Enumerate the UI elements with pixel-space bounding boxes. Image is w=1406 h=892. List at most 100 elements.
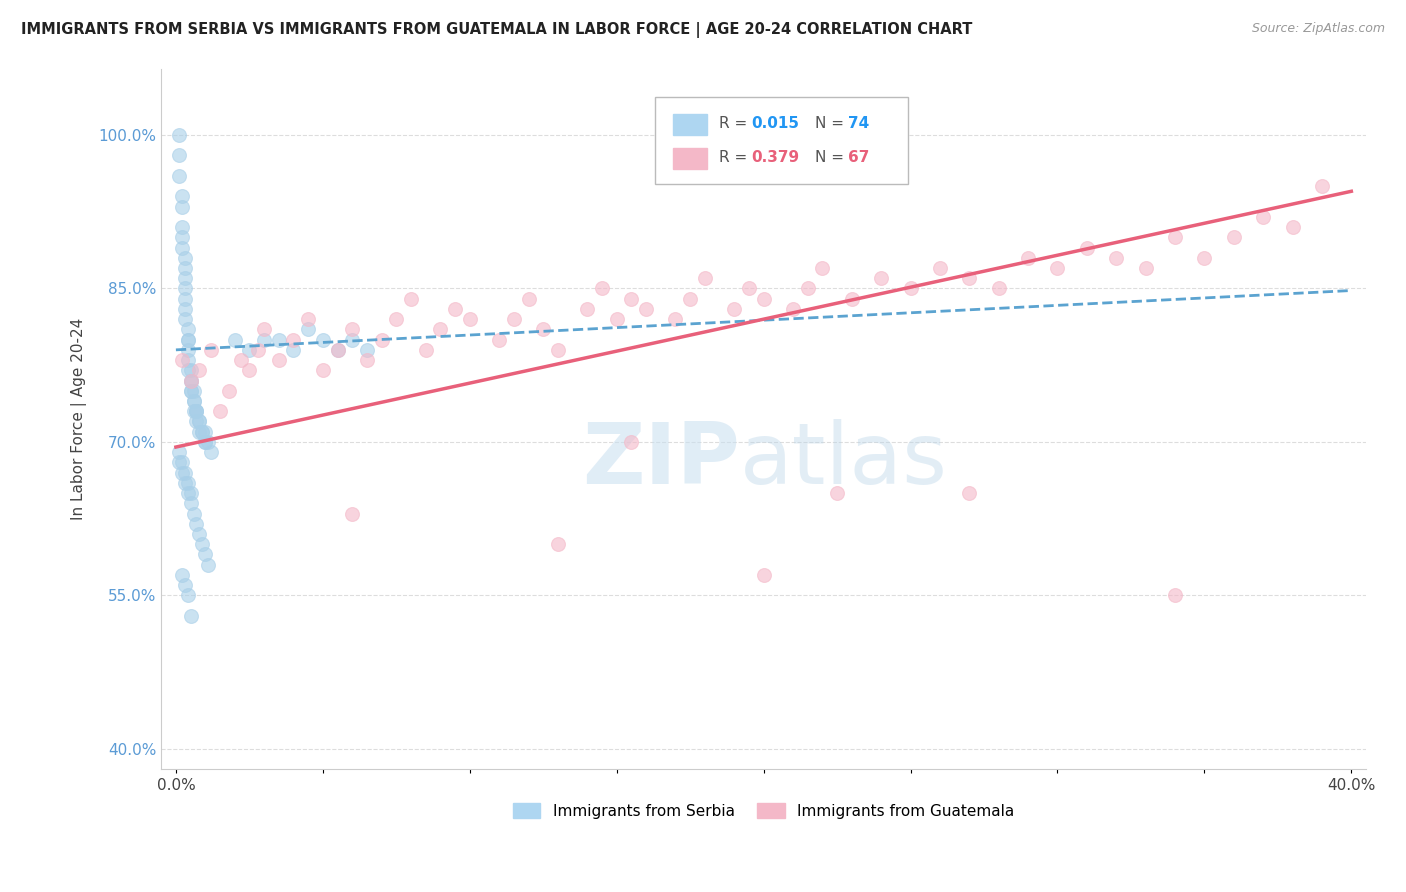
Point bbox=[458, 312, 481, 326]
Text: R =: R = bbox=[718, 116, 752, 131]
Text: Source: ZipAtlas.com: Source: ZipAtlas.com bbox=[1251, 22, 1385, 36]
Point bbox=[385, 312, 408, 326]
Point bbox=[326, 343, 349, 357]
Point bbox=[238, 363, 260, 377]
Point bbox=[191, 537, 214, 551]
FancyBboxPatch shape bbox=[673, 114, 707, 135]
Point bbox=[312, 333, 335, 347]
Legend: Immigrants from Serbia, Immigrants from Guatemala: Immigrants from Serbia, Immigrants from … bbox=[506, 797, 1021, 825]
Point bbox=[170, 189, 193, 203]
Point bbox=[218, 384, 240, 398]
Point bbox=[752, 568, 775, 582]
Point bbox=[170, 220, 193, 235]
Point bbox=[841, 292, 863, 306]
Point bbox=[253, 333, 276, 347]
Point bbox=[180, 486, 202, 500]
Point bbox=[173, 578, 195, 592]
Point bbox=[1223, 230, 1246, 244]
Point bbox=[1164, 588, 1187, 602]
Point bbox=[870, 271, 893, 285]
Point bbox=[176, 343, 198, 357]
Text: 0.015: 0.015 bbox=[752, 116, 800, 131]
Point bbox=[176, 486, 198, 500]
FancyBboxPatch shape bbox=[673, 148, 707, 169]
Point bbox=[194, 425, 217, 439]
Point bbox=[591, 281, 613, 295]
Point bbox=[929, 260, 952, 275]
Point bbox=[188, 363, 211, 377]
Point bbox=[370, 333, 392, 347]
Point bbox=[183, 404, 205, 418]
Point bbox=[176, 322, 198, 336]
Point bbox=[173, 251, 195, 265]
Point bbox=[636, 301, 658, 316]
Point bbox=[200, 343, 222, 357]
Text: atlas: atlas bbox=[740, 419, 948, 502]
Text: R =: R = bbox=[718, 150, 752, 165]
Point bbox=[811, 260, 834, 275]
Point bbox=[194, 434, 217, 449]
Text: N =: N = bbox=[815, 150, 849, 165]
Point bbox=[191, 425, 214, 439]
Point bbox=[180, 374, 202, 388]
Point bbox=[170, 568, 193, 582]
Y-axis label: In Labor Force | Age 20-24: In Labor Force | Age 20-24 bbox=[72, 318, 87, 520]
Point bbox=[606, 312, 628, 326]
Point bbox=[224, 333, 246, 347]
Point bbox=[170, 230, 193, 244]
Text: N =: N = bbox=[815, 116, 849, 131]
Point bbox=[326, 343, 349, 357]
Point bbox=[356, 343, 378, 357]
Point bbox=[170, 455, 193, 469]
Point bbox=[1281, 220, 1303, 235]
Point bbox=[987, 281, 1010, 295]
Point bbox=[180, 384, 202, 398]
Point bbox=[197, 434, 219, 449]
Point bbox=[188, 414, 211, 428]
Point bbox=[664, 312, 686, 326]
Point bbox=[1164, 230, 1187, 244]
Text: ZIP: ZIP bbox=[582, 419, 740, 502]
Point bbox=[188, 414, 211, 428]
Point bbox=[167, 148, 190, 162]
Point bbox=[176, 363, 198, 377]
Point bbox=[782, 301, 804, 316]
Point bbox=[229, 353, 252, 368]
Point bbox=[167, 128, 190, 142]
Point bbox=[186, 414, 208, 428]
Text: 74: 74 bbox=[848, 116, 869, 131]
Point bbox=[188, 527, 211, 541]
Point bbox=[183, 394, 205, 409]
Point bbox=[180, 374, 202, 388]
Point bbox=[170, 200, 193, 214]
Point bbox=[188, 425, 211, 439]
Point bbox=[1105, 251, 1128, 265]
Point bbox=[186, 516, 208, 531]
Point bbox=[176, 588, 198, 602]
Point bbox=[167, 169, 190, 183]
Point bbox=[170, 353, 193, 368]
Point bbox=[825, 486, 848, 500]
Point bbox=[176, 475, 198, 490]
Point bbox=[247, 343, 270, 357]
Point bbox=[173, 475, 195, 490]
Point bbox=[170, 466, 193, 480]
Point bbox=[283, 343, 305, 357]
Point bbox=[1194, 251, 1216, 265]
Point bbox=[429, 322, 451, 336]
Point bbox=[693, 271, 716, 285]
Point bbox=[176, 333, 198, 347]
Point bbox=[356, 353, 378, 368]
Point bbox=[173, 292, 195, 306]
Point bbox=[957, 486, 980, 500]
Point bbox=[186, 404, 208, 418]
Point bbox=[186, 404, 208, 418]
Point bbox=[752, 292, 775, 306]
Point bbox=[180, 496, 202, 510]
Point bbox=[399, 292, 422, 306]
Point bbox=[531, 322, 554, 336]
Point bbox=[167, 445, 190, 459]
Point bbox=[191, 425, 214, 439]
Point bbox=[1135, 260, 1157, 275]
Point bbox=[183, 507, 205, 521]
